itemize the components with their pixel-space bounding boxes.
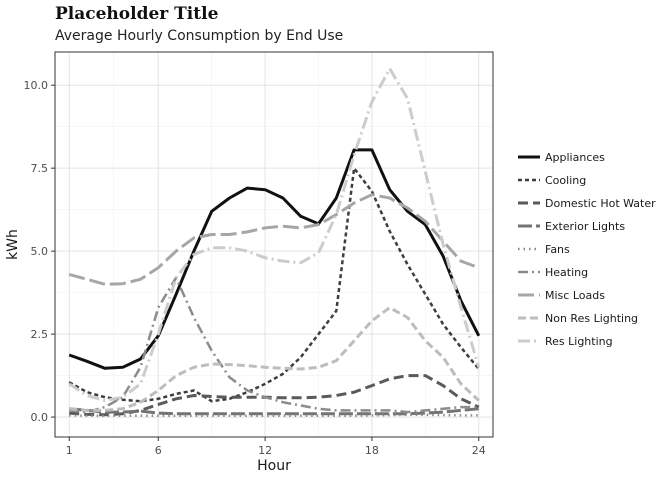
x-axis-title: Hour — [257, 458, 291, 474]
legend-label-misc-loads: Misc Loads — [545, 289, 605, 302]
legend-label-appliances: Appliances — [545, 151, 605, 164]
y-tick-label: 7.5 — [31, 162, 49, 175]
legend-label-domestic-hot-water: Domestic Hot Water — [545, 197, 656, 210]
x-axis-ticks: 1 6 12 18 24 — [66, 437, 486, 457]
plot-panel-border — [54, 51, 494, 438]
series-line-cooling — [68, 166, 480, 403]
legend-label-fans: Fans — [545, 243, 570, 256]
y-tick-label: 2.5 — [31, 328, 49, 341]
x-tick-label: 18 — [365, 444, 379, 457]
series-lines — [68, 67, 481, 418]
legend-label-non-res-lighting: Non Res Lighting — [545, 312, 638, 325]
series-line-exterior-lights — [69, 407, 479, 416]
legend-label-cooling: Cooling — [545, 174, 586, 187]
chart-subtitle: Average Hourly Consumption by End Use — [55, 28, 344, 44]
y-axis-ticks: 0.0 2.5 5.0 7.5 10.0 — [24, 79, 55, 424]
series-line-heating — [69, 276, 479, 414]
chart-title: Placeholder Title — [55, 4, 219, 24]
legend-label-res-lighting: Res Lighting — [545, 335, 613, 348]
x-tick-label: 12 — [258, 444, 272, 457]
y-tick-label: 5.0 — [31, 245, 49, 258]
series-line-appliances — [68, 148, 481, 370]
legend-label-heating: Heating — [545, 266, 588, 279]
y-tick-label: 10.0 — [24, 79, 49, 92]
series-line-non-res-lighting — [69, 306, 480, 412]
grid-lines — [55, 52, 493, 437]
legend: Appliances Cooling Domestic Hot Water Exter… — [518, 151, 656, 348]
series-line-domestic-hot-water — [69, 374, 480, 417]
series-line-fans — [69, 413, 479, 418]
x-tick-label: 6 — [155, 444, 162, 457]
legend-label-exterior-lights: Exterior Lights — [545, 220, 625, 233]
series-line-misc-loads — [68, 193, 480, 286]
x-tick-label: 1 — [66, 444, 73, 457]
y-axis-title: kWh — [5, 229, 21, 260]
series-line-res-lighting — [68, 67, 481, 402]
x-tick-label: 24 — [472, 444, 486, 457]
y-tick-label: 0.0 — [31, 411, 49, 424]
